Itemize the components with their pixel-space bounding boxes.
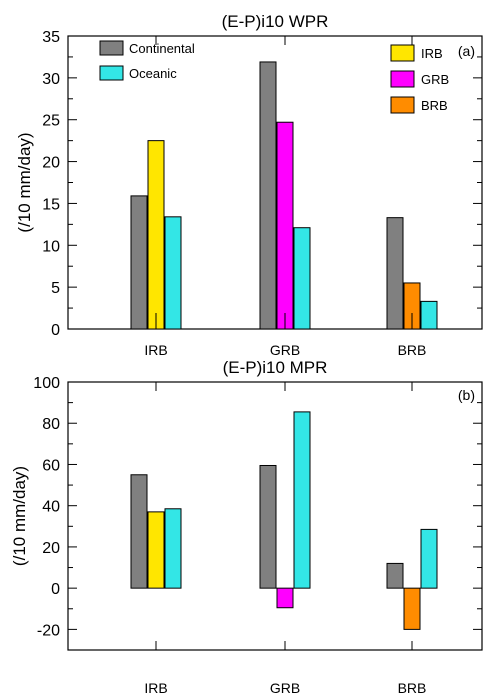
legend-swatch-brb [390,96,415,114]
y-tick-label: 0 [51,581,60,598]
legend-label-grb: GRB [421,72,449,87]
y-tick-label: 10 [42,238,60,255]
legend-swatch-grb [390,70,415,88]
bar-grb-basin [276,587,294,609]
x-tick-label: GRB [270,342,300,358]
y-axis-label: (/10 mm/day) [15,132,34,232]
x-tick-label: BRB [398,680,427,696]
y-tick-label: 40 [42,499,60,516]
bar-grb-basin [276,121,294,330]
y-tick-label: 100 [33,375,60,392]
bar-irb-oceanic [164,508,182,589]
y-tick-label: 80 [42,416,60,433]
x-tick-label: IRB [144,342,167,358]
legend-swatch-continental [99,40,124,56]
bar-irb-basin [147,140,165,330]
x-tick-label: IRB [144,680,167,696]
bar-brb-oceanic [420,300,438,330]
chart-title: (E-P)i10 MPR [223,358,328,377]
y-tick-label: 15 [42,196,60,213]
bar-brb-basin [403,587,421,630]
bar-grb-oceanic [293,411,311,589]
y-tick-label: 20 [42,155,60,172]
bar-brb-continental [386,562,404,589]
y-tick-label: 0 [51,322,60,339]
bar-irb-basin [147,511,165,589]
y-tick-label: -20 [37,622,60,639]
bar-brb-continental [386,217,404,330]
y-tick-label: 25 [42,113,60,130]
bar-grb-oceanic [293,227,311,330]
bar-brb-oceanic [420,528,438,589]
chart-panel-b: (E-P)i10 MPR (b) -20 0 20 40 60 80 100 (/10 mm/da… [10,358,483,696]
legend-swatch-irb [390,44,415,62]
bar-grb-continental [259,464,277,589]
chart-title: (E-P)i10 WPR [222,12,329,31]
y-axis-label: (/10 mm/day) [10,466,29,566]
bar-irb-oceanic [164,216,182,330]
panel-label: (a) [458,43,475,59]
legend-label-oceanic: Oceanic [129,66,177,81]
x-tick-label: GRB [270,680,300,696]
bar-grb-continental [259,61,277,330]
y-tick-label: 60 [42,457,60,474]
panel-label: (b) [458,387,475,403]
y-tick-label: 35 [42,29,60,46]
bar-irb-continental [130,195,148,330]
legend-label-irb: IRB [421,46,443,61]
y-tick-label: 5 [51,280,60,297]
y-tick-label: 20 [42,540,60,557]
legend-label-brb: BRB [421,98,448,113]
chart-panel-a: (E-P)i10 WPR (a) 0 5 10 15 20 25 30 35 (/10 mm/day… [15,12,483,358]
legend-label-continental: Continental [129,41,195,56]
y-tick-label: 30 [42,71,60,88]
legend-swatch-oceanic [99,65,124,81]
legend: Continental Oceanic IRB GRB BRB [99,40,449,114]
plot-frame [67,381,483,651]
bar-irb-continental [130,474,148,589]
x-tick-label: BRB [398,342,427,358]
